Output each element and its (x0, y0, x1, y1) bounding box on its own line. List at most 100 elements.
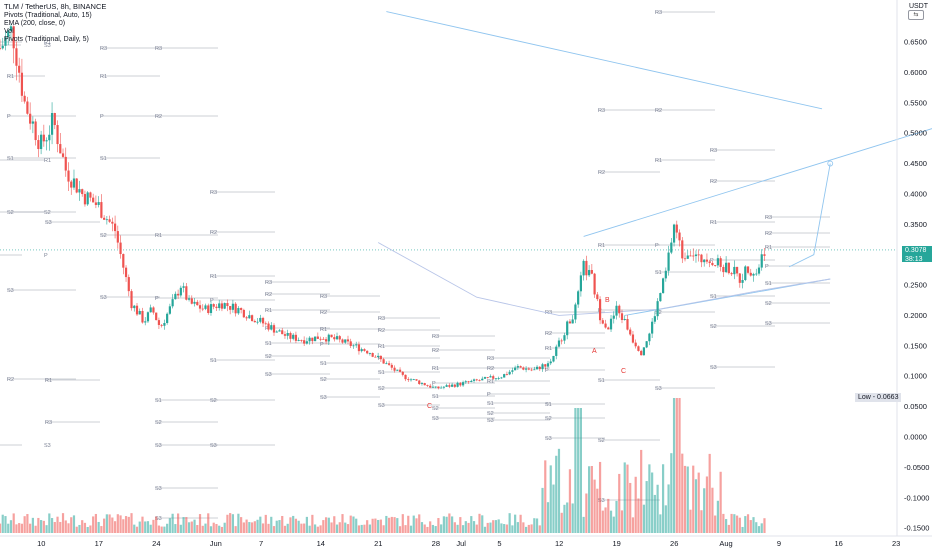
indicator-pivots-auto[interactable]: Pivots (Traditional, Auto, 15) (4, 12, 92, 19)
volume-bar (286, 523, 289, 533)
price-tick-label: 0.5000 (904, 129, 927, 138)
indicator-vol[interactable]: Vol (4, 28, 14, 35)
candle-body (544, 364, 547, 367)
pivot-label: S3 (487, 418, 494, 424)
volume-bar (744, 516, 747, 533)
candle-body (160, 324, 163, 326)
pivot-label: S1 (210, 358, 217, 364)
candle-body (50, 113, 54, 135)
pivot-label: P (155, 296, 159, 302)
candle-body (645, 341, 648, 348)
volume-bar (409, 525, 413, 533)
candle-body (45, 140, 48, 142)
candle-body (226, 303, 229, 307)
volume-bar (607, 498, 610, 533)
pivot-lines: S3R1PS1S2S3R2R1S2S3R1R3R3R1PS1S2S3R3R2R1… (0, 10, 830, 522)
candle-body (396, 369, 399, 371)
volume-bar (661, 464, 665, 533)
pivot-label: R3 (655, 10, 662, 16)
volume-bar (571, 503, 574, 533)
volume-bar (86, 526, 89, 533)
time-tick-label: 19 (613, 539, 621, 548)
volume-bar (327, 517, 330, 533)
candle-body (198, 305, 202, 309)
candle-body (108, 219, 111, 222)
candle-body (81, 189, 84, 195)
pivot-label: R2 (265, 292, 272, 298)
volume-bar (4, 516, 7, 533)
volume-bar (711, 487, 714, 533)
candle-body (409, 379, 413, 381)
pivot-label: R3 (598, 108, 605, 114)
candle-body (670, 242, 673, 253)
candle-body (322, 338, 325, 340)
volume-bar (141, 516, 144, 533)
time-tick-label: 5 (497, 539, 501, 548)
price-tick-label: 0.4500 (904, 159, 927, 168)
candle-body (349, 341, 352, 346)
volume-bar (220, 526, 224, 533)
volume-bar (48, 513, 51, 533)
candle-body (725, 262, 728, 273)
price-tick-label: -0.0500 (904, 463, 929, 472)
channel-upper-line (583, 128, 932, 237)
indicator-pivots-daily[interactable]: Pivots (Traditional, Daily, 5) (4, 36, 89, 43)
volume-bar (355, 518, 358, 533)
candle-body (89, 192, 92, 198)
scale-settings-icon[interactable]: ⇆ (908, 10, 924, 20)
pivot-label: S2 (378, 386, 385, 392)
candle-body (179, 287, 182, 296)
time-tick-label: 24 (152, 539, 160, 548)
volume-bar (697, 472, 700, 533)
candle-body (379, 355, 382, 360)
candle-body (294, 334, 298, 341)
candle-body (494, 378, 498, 380)
volume-bar (497, 519, 500, 533)
volume-bar (555, 455, 558, 533)
candle-body (448, 385, 451, 387)
candle-body (508, 371, 511, 375)
candle-body (637, 346, 640, 351)
candle-body (229, 306, 232, 310)
pattern-label: C (621, 368, 626, 375)
volume-bar (253, 521, 256, 533)
volume-bar (440, 524, 443, 533)
pivot-label: S2 (487, 411, 494, 417)
candle-body (26, 101, 29, 114)
candle-body (231, 303, 235, 310)
volume-bar (733, 514, 736, 533)
candle-body (37, 140, 40, 150)
time-axis[interactable]: 10 17 24 Jun 7 14 21 28 Jul 5 12 19 26 Aug 9 16 23 (0, 535, 932, 548)
pivot-label: S2 (545, 416, 552, 422)
volume-bar (289, 517, 292, 533)
volume-bar (470, 516, 473, 533)
volume-bar (445, 516, 448, 533)
currency-label: USDT (908, 3, 928, 10)
volume-bar (535, 518, 539, 533)
candle-body (366, 350, 369, 354)
pivot-label: R3 (210, 190, 217, 196)
candle-body (193, 301, 196, 304)
pivot-label: S1 (432, 394, 439, 400)
candle-body (555, 346, 558, 356)
candle-body (453, 384, 456, 387)
indicator-ema[interactable]: EMA (200, close, 0) (4, 20, 66, 27)
price-axis[interactable]: 0.6500 0.6000 0.5500 0.5000 0.4500 0.4000 0.35… (896, 0, 929, 536)
trend-lines[interactable] (377, 11, 932, 316)
candle-body (92, 197, 95, 203)
pivot-label: R1 (45, 378, 52, 384)
candle-body (9, 26, 13, 31)
pivot-label: S1 (378, 370, 385, 376)
time-tick-label: 9 (777, 539, 781, 548)
candle-body (659, 293, 662, 302)
candle-body (678, 232, 681, 241)
pivot-label: R2 (710, 179, 717, 185)
candle-body (478, 380, 481, 382)
pivot-label: S2 (598, 438, 605, 444)
candle-body (623, 319, 626, 321)
volume-bar (177, 513, 180, 533)
candle-body (31, 121, 34, 124)
volume-bar (61, 513, 65, 533)
current-price-value: 0.3078 (905, 247, 927, 254)
